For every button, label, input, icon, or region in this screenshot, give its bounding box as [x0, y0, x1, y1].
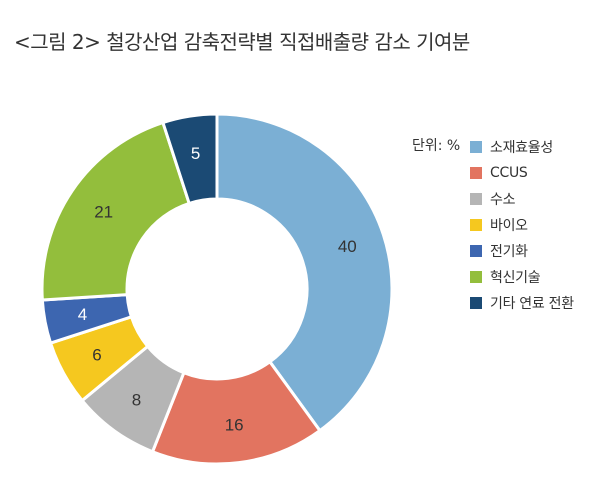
legend-label: 혁신기술	[490, 270, 541, 286]
slice-소재효율성	[215, 112, 394, 433]
slice-value-label: 6	[92, 346, 101, 365]
legend-label: CCUS	[490, 165, 528, 181]
slice-value-label: 4	[78, 305, 87, 324]
slice-혁신기술	[40, 120, 192, 302]
legend-swatch	[470, 245, 482, 257]
legend-item-소재효율성: 소재효율성	[470, 134, 574, 160]
slice-value-label: 8	[132, 390, 141, 409]
legend-item-기타-연료-전환: 기타 연료 전환	[470, 290, 574, 316]
slice-value-label: 21	[94, 202, 113, 221]
legend-swatch	[470, 271, 482, 283]
legend-item-수소: 수소	[470, 186, 574, 212]
legend-item-혁신기술: 혁신기술	[470, 264, 574, 290]
legend-label: 전기화	[490, 244, 528, 260]
slice-value-label: 5	[191, 144, 200, 163]
legend-label: 수소	[490, 192, 516, 208]
legend-label: 소재효율성	[490, 140, 553, 156]
legend-label: 기타 연료 전환	[490, 296, 574, 312]
unit-label: 단위: %	[412, 138, 461, 154]
slice-value-label: 40	[338, 237, 357, 256]
slice-기타-연료-전환	[161, 112, 219, 206]
legend-item-전기화: 전기화	[470, 238, 574, 264]
legend-item-CCUS: CCUS	[470, 160, 574, 186]
legend-swatch	[470, 219, 482, 231]
legend-swatch	[470, 297, 482, 309]
legend-label: 바이오	[490, 218, 528, 234]
legend-swatch	[470, 141, 482, 153]
chart-title: <그림 2> 철강산업 감축전략별 직접배출량 감소 기여분	[14, 30, 470, 54]
legend-swatch	[470, 193, 482, 205]
legend-swatch	[470, 167, 482, 179]
slice-value-label: 16	[225, 415, 244, 434]
legend-item-바이오: 바이오	[470, 212, 574, 238]
